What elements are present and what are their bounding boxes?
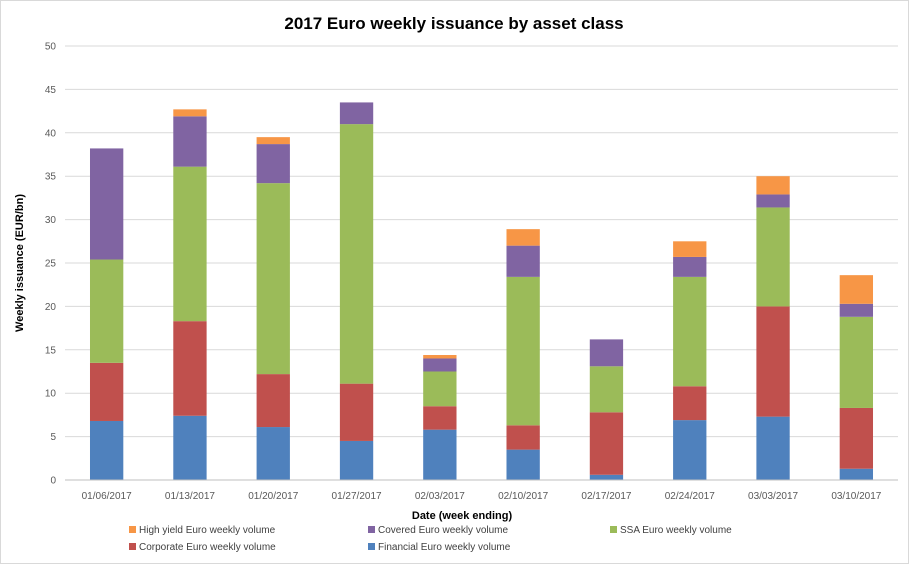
y-tick-label: 35 — [45, 172, 57, 183]
x-tick-label: 03/03/2017 — [748, 491, 798, 502]
bars — [89, 102, 874, 480]
bar-segment — [339, 440, 374, 480]
x-axis-title: Date (week ending) — [412, 510, 513, 522]
legend-item: SSA Euro weekly volume — [610, 525, 732, 536]
bar-segment — [839, 303, 874, 317]
bar-segment — [589, 366, 624, 413]
x-tick-label: 01/13/2017 — [165, 491, 215, 502]
legend-label: Covered Euro weekly volume — [378, 525, 508, 536]
y-axis-ticks: 0 5 10 15 20 25 30 35 40 45 50 — [45, 42, 57, 487]
bar-segment — [673, 256, 707, 277]
y-tick-label: 45 — [45, 85, 57, 96]
bar-segment — [339, 102, 374, 125]
bar-segment — [839, 316, 874, 408]
bar-segment — [756, 176, 790, 195]
bar-segment — [256, 183, 290, 375]
chart-title: 2017 Euro weekly issuance by asset class — [284, 14, 623, 33]
legend-swatch — [129, 526, 136, 533]
bar-segment — [89, 420, 124, 480]
legend-label: Financial Euro weekly volume — [378, 542, 511, 553]
legend-swatch — [129, 543, 136, 550]
bar-segment — [756, 207, 790, 307]
y-tick-label: 15 — [45, 345, 57, 356]
legend: High yield Euro weekly volume Covered Eur… — [129, 525, 732, 553]
legend-swatch — [368, 526, 375, 533]
x-tick-label: 02/17/2017 — [581, 491, 631, 502]
bar-segment — [339, 124, 374, 384]
bar-segment — [506, 449, 540, 480]
bar-segment — [506, 425, 540, 450]
bar-segment — [673, 276, 707, 387]
y-tick-label: 30 — [45, 215, 57, 226]
bar-segment — [673, 241, 707, 257]
y-tick-label: 40 — [45, 128, 57, 139]
bar-segment — [256, 137, 290, 145]
bar-segment — [89, 148, 124, 260]
bar-segment — [506, 229, 540, 246]
y-tick-label: 5 — [50, 432, 56, 443]
x-tick-label: 03/10/2017 — [831, 491, 881, 502]
bar-segment — [506, 245, 540, 277]
bar-segment — [423, 429, 457, 480]
bar-segment — [506, 276, 540, 426]
y-tick-label: 50 — [45, 42, 57, 53]
y-tick-label: 20 — [45, 302, 57, 313]
bar-segment — [589, 339, 624, 367]
bar-segment — [673, 420, 707, 480]
bar-segment — [673, 386, 707, 421]
y-axis-title: Weekly issuance (EUR/bn) — [14, 194, 26, 332]
legend-swatch — [368, 543, 375, 550]
bar-segment — [339, 383, 374, 441]
bar-segment — [173, 116, 207, 167]
legend-item: Covered Euro weekly volume — [368, 525, 508, 536]
x-axis-ticks: 01/06/2017 01/13/2017 01/20/2017 01/27/2017… — [82, 491, 882, 502]
x-tick-label: 02/10/2017 — [498, 491, 548, 502]
bar-segment — [256, 144, 290, 184]
x-tick-label: 02/24/2017 — [665, 491, 715, 502]
bar-segment — [756, 306, 790, 417]
bar-segment — [423, 371, 457, 407]
bar-segment — [839, 275, 874, 304]
y-tick-label: 10 — [45, 389, 57, 400]
bar-segment — [423, 358, 457, 372]
x-tick-label: 02/03/2017 — [415, 491, 465, 502]
x-tick-label: 01/27/2017 — [332, 491, 382, 502]
bar-segment — [839, 407, 874, 469]
bar-segment — [173, 415, 207, 480]
legend-item: Corporate Euro weekly volume — [129, 542, 276, 553]
bar-segment — [173, 109, 207, 117]
y-tick-label: 0 — [50, 476, 56, 487]
bar-segment — [256, 374, 290, 428]
bar-segment — [173, 166, 207, 322]
bar-segment — [173, 321, 207, 416]
legend-label: SSA Euro weekly volume — [620, 525, 732, 536]
bar-segment — [256, 427, 290, 480]
bar-segment — [756, 416, 790, 480]
bar-segment — [839, 468, 874, 480]
bar-segment — [89, 259, 124, 363]
bar-segment — [423, 406, 457, 430]
x-tick-label: 01/20/2017 — [248, 491, 298, 502]
legend-label: Corporate Euro weekly volume — [139, 542, 276, 553]
bar-segment — [589, 474, 624, 480]
bar-segment — [589, 412, 624, 475]
legend-item: Financial Euro weekly volume — [368, 542, 511, 553]
y-tick-label: 25 — [45, 259, 57, 270]
x-tick-label: 01/06/2017 — [82, 491, 132, 502]
legend-label: High yield Euro weekly volume — [139, 525, 276, 536]
bar-segment — [423, 355, 457, 359]
legend-item: High yield Euro weekly volume — [129, 525, 276, 536]
legend-swatch — [610, 526, 617, 533]
bar-segment — [89, 362, 124, 421]
bar-segment — [756, 194, 790, 208]
